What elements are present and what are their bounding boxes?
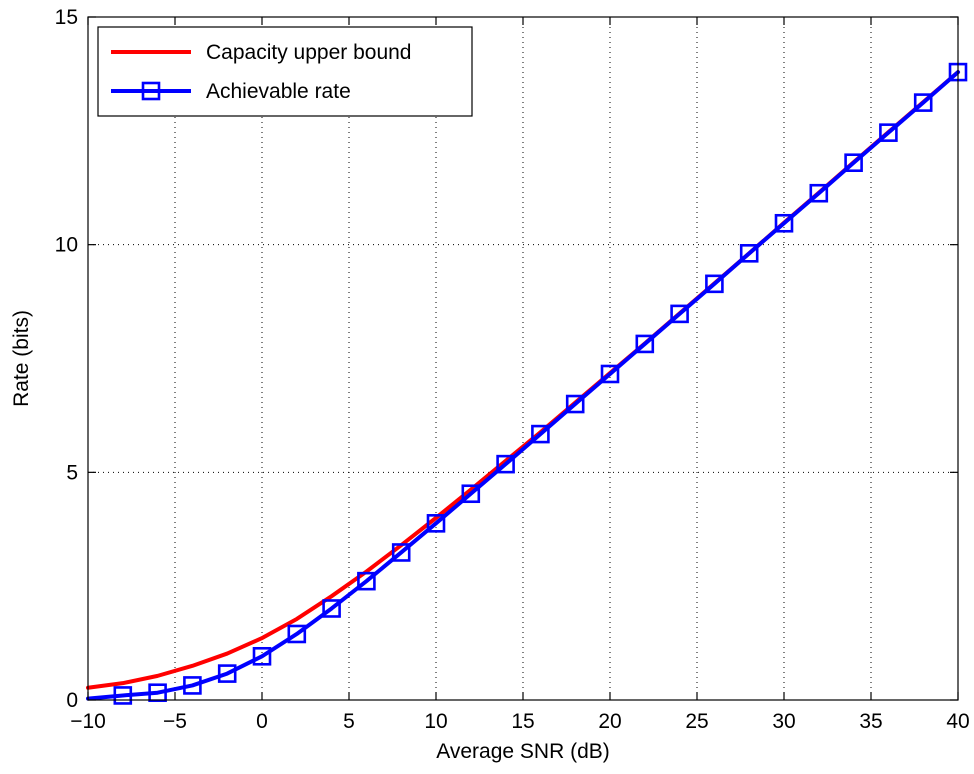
y-tick-label: 0 bbox=[66, 689, 78, 712]
x-tick-label: −10 bbox=[70, 710, 106, 733]
x-tick-label: 5 bbox=[343, 710, 355, 733]
data-point bbox=[879, 123, 898, 142]
ticks: −10 −5 0 5 10 15 20 25 30 35 40 0 5 10 15 bbox=[55, 6, 970, 733]
data-point bbox=[670, 304, 689, 324]
x-tick-label: 20 bbox=[598, 710, 621, 733]
data-point bbox=[426, 514, 446, 533]
data-point bbox=[322, 599, 341, 618]
data-point bbox=[844, 153, 863, 173]
legend-label: Achievable rate bbox=[206, 80, 351, 103]
x-tick-label: 15 bbox=[511, 710, 534, 733]
legend-marker bbox=[141, 81, 161, 101]
data-point bbox=[705, 274, 724, 294]
x-axis-label: Average SNR (dB) bbox=[436, 740, 610, 763]
data-point bbox=[461, 484, 481, 504]
data-point bbox=[774, 213, 794, 233]
y-tick-label: 15 bbox=[55, 6, 78, 29]
data-point bbox=[531, 424, 550, 444]
data-point bbox=[217, 664, 237, 683]
data-point bbox=[357, 571, 376, 591]
data-point bbox=[600, 364, 620, 384]
series-line-0 bbox=[86, 70, 960, 690]
x-tick-label: 10 bbox=[424, 710, 447, 733]
y-tick-label: 5 bbox=[66, 461, 78, 484]
x-tick-label: 0 bbox=[256, 710, 268, 733]
series-line-1 bbox=[86, 70, 960, 701]
data-point bbox=[565, 394, 585, 414]
legend-box bbox=[97, 26, 473, 117]
data-point bbox=[183, 676, 202, 695]
data-point bbox=[113, 686, 133, 705]
series-layer bbox=[86, 62, 968, 705]
legend-label: Capacity upper bound bbox=[206, 41, 411, 64]
data-point bbox=[391, 543, 411, 562]
x-tick-label: 25 bbox=[685, 710, 708, 733]
data-point bbox=[287, 624, 307, 644]
x-tick-label: −5 bbox=[163, 710, 187, 733]
legend: Capacity upper bound Achievable rate bbox=[97, 26, 473, 117]
data-point bbox=[809, 183, 829, 203]
x-tick-label: 40 bbox=[946, 710, 969, 733]
data-point bbox=[635, 334, 655, 354]
data-point bbox=[252, 646, 272, 666]
y-axis-label: Rate (bits) bbox=[10, 310, 33, 407]
data-point bbox=[148, 683, 167, 703]
y-tick-label: 10 bbox=[55, 234, 78, 257]
data-point bbox=[739, 244, 759, 263]
data-point bbox=[913, 93, 933, 112]
grid bbox=[88, 17, 958, 700]
x-tick-label: 35 bbox=[859, 710, 882, 733]
x-tick-label: 30 bbox=[772, 710, 795, 733]
data-point bbox=[496, 454, 515, 474]
